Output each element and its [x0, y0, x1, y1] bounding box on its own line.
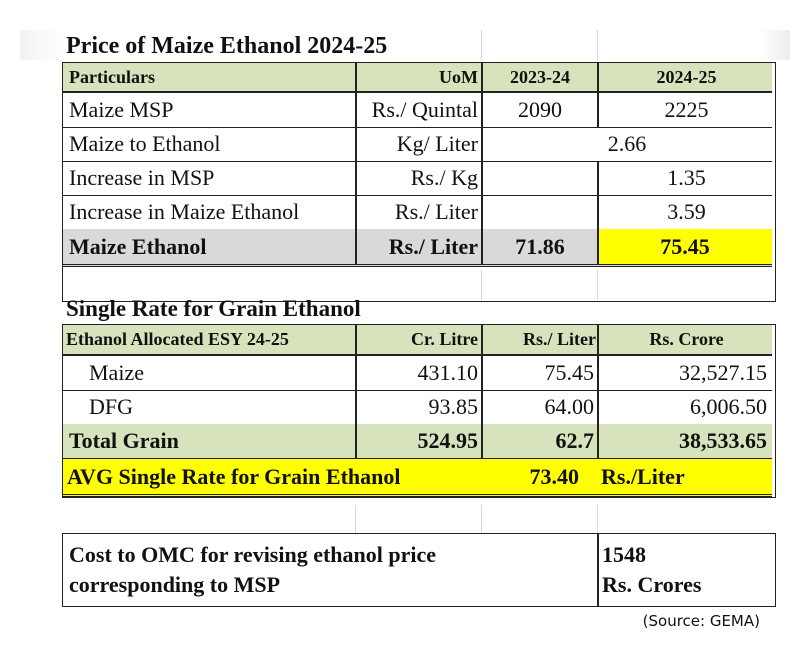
maize-price-table: Particulars UoM 2023-24 2024-25 Maize MS…: [62, 62, 776, 302]
total-2023-value: 71.86: [515, 233, 565, 259]
row-2024-value: 3.59: [667, 199, 706, 224]
avg-unit: Rs./Liter: [601, 463, 685, 489]
grain-ethanol-table: Ethanol Allocated ESY 24-25 Cr. Litre Rs…: [62, 324, 776, 498]
table-row: DFG 93.85 64.00 6,006.50: [63, 390, 772, 425]
total-2024-value-highlighted: 75.45: [598, 229, 772, 264]
header-cr-litre: Cr. Litre: [411, 329, 478, 349]
column-divider: [597, 534, 599, 606]
row-rs-liter: 75.45: [544, 360, 595, 385]
header-2024-25: 2024-25: [656, 66, 717, 87]
grid-line: [481, 505, 482, 533]
header-rs-crore: Rs. Crore: [649, 329, 724, 349]
row-uom: Rs./ Quintal: [371, 97, 478, 122]
cost-to-omc-box: Cost to OMC for revising ethanol price c…: [62, 533, 776, 607]
grid-line: [355, 505, 356, 533]
cost-value-block: 1548 Rs. Crores: [602, 540, 701, 600]
total-item: Total Grain: [69, 428, 179, 453]
header-rs-liter: Rs./ Liter: [523, 329, 596, 349]
table1-header-row: Particulars UoM 2023-24 2024-25: [63, 63, 772, 93]
table2-header-row: Ethanol Allocated ESY 24-25 Cr. Litre Rs…: [63, 325, 772, 356]
total-rs-liter: 62.7: [555, 428, 595, 453]
cost-unit: Rs. Crores: [602, 572, 702, 597]
edge-shadow-left: [20, 30, 62, 60]
header-2023-24: 2023-24: [510, 66, 570, 87]
avg-label: AVG Single Rate for Grain Ethanol: [67, 463, 401, 489]
grid-line: [597, 505, 598, 533]
edge-shadow-right: [760, 30, 790, 60]
total-particular: Maize Ethanol: [69, 233, 207, 259]
table2-title: Single Rate for Grain Ethanol: [66, 296, 361, 321]
row-2023-value: [482, 195, 598, 229]
avg-single-rate-row: AVG Single Rate for Grain Ethanol 73.40 …: [63, 459, 772, 497]
cost-line-2: corresponding to MSP: [69, 572, 281, 597]
row-cr-litre: 431.10: [417, 360, 479, 385]
total-rs-crore: 38,533.65: [679, 428, 767, 453]
grid-line: [597, 30, 598, 60]
row-uom: Rs./ Liter: [394, 199, 478, 224]
table-row: Increase in MSP Rs./ Kg 1.35: [63, 161, 772, 196]
row-2023-value: 2090: [518, 97, 562, 122]
row-2024-value: 1.35: [667, 165, 706, 190]
column-divider: [355, 325, 357, 458]
row-particular: Increase in MSP: [69, 165, 215, 190]
column-divider: [597, 325, 599, 458]
table1-title-row: Price of Maize Ethanol 2024-25: [62, 30, 774, 62]
grid-line: [481, 270, 482, 300]
row-rs-crore: 6,006.50: [690, 394, 767, 419]
table2-title-row: Single Rate for Grain Ethanol: [62, 294, 774, 324]
row-cr-litre: 93.85: [428, 394, 479, 419]
table-row: Maize MSP Rs./ Quintal 2090 2225: [63, 93, 772, 128]
row-particular: Maize MSP: [69, 97, 174, 122]
row-particular: Increase in Maize Ethanol: [69, 199, 300, 224]
row-particular: Maize to Ethanol: [69, 131, 221, 156]
column-divider: [481, 63, 483, 264]
source-caption: (Source: GEMA): [642, 612, 760, 630]
column-divider: [597, 63, 599, 127]
row-item: DFG: [89, 394, 134, 419]
row-2024-value: 2225: [664, 97, 709, 122]
row-merged-value: 2.66: [607, 131, 647, 156]
total-cr-litre: 524.95: [417, 428, 479, 453]
row-2023-value: [482, 161, 598, 195]
header-ethanol-allocated: Ethanol Allocated ESY 24-25: [66, 329, 289, 349]
column-divider: [597, 161, 599, 264]
maize-ethanol-total-row: Maize Ethanol Rs./ Liter 71.86 75.45: [63, 229, 772, 267]
cost-line-1: Cost to OMC for revising ethanol price: [69, 542, 437, 567]
table-row: Maize 431.10 75.45 32,527.15: [63, 356, 772, 391]
cost-value: 1548: [602, 542, 646, 567]
column-divider: [481, 325, 483, 458]
total-uom: Rs./ Liter: [388, 233, 478, 259]
grid-line: [597, 270, 598, 300]
table-row: Increase in Maize Ethanol Rs./ Liter 3.5…: [63, 195, 772, 230]
row-uom: Rs./ Kg: [410, 165, 478, 190]
row-rs-liter: 64.00: [544, 394, 595, 419]
column-divider: [355, 63, 357, 264]
header-particulars: Particulars: [69, 66, 155, 87]
table1-title: Price of Maize Ethanol 2024-25: [66, 32, 388, 59]
total-grain-row: Total Grain 524.95 62.7 38,533.65: [63, 424, 772, 459]
cost-description: Cost to OMC for revising ethanol price c…: [69, 540, 436, 600]
table-row: Maize to Ethanol Kg/ Liter 2.66: [63, 127, 772, 162]
header-uom: UoM: [439, 66, 478, 87]
row-rs-crore: 32,527.15: [679, 360, 767, 385]
grid-line: [481, 30, 482, 60]
row-uom: Kg/ Liter: [396, 131, 478, 156]
avg-value: 73.40: [529, 463, 580, 489]
row-item: Maize: [89, 360, 144, 385]
